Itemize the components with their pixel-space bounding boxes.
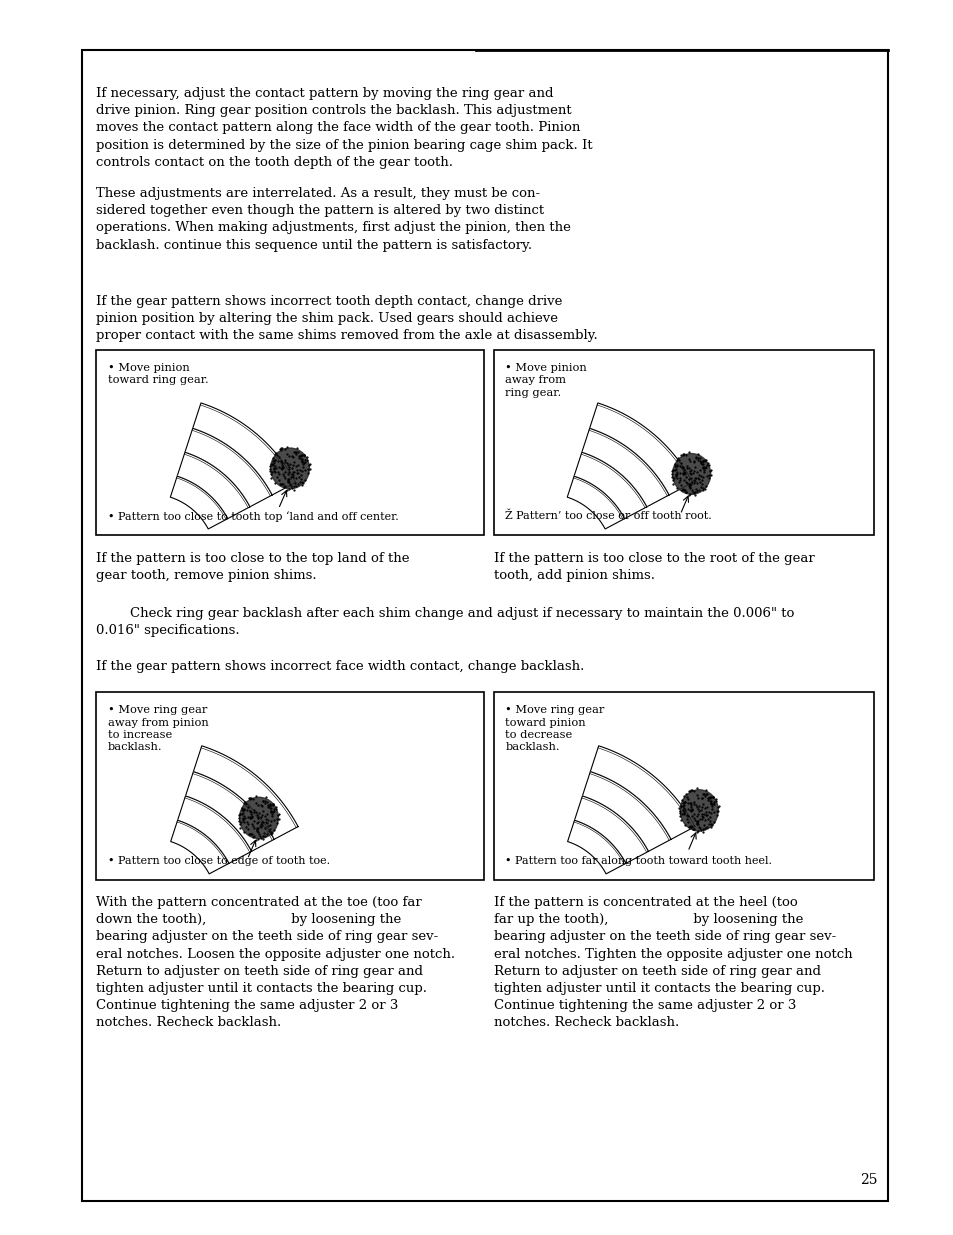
Polygon shape <box>567 477 624 529</box>
Polygon shape <box>171 820 229 874</box>
Ellipse shape <box>679 789 718 831</box>
Bar <box>96 692 483 881</box>
Bar <box>494 350 873 535</box>
Text: If the pattern is too close to the top land of the
gear tooth, remove pinion shi: If the pattern is too close to the top l… <box>96 552 409 582</box>
Text: • Pattern too close to tooth top ‘land and off center.: • Pattern too close to tooth top ‘land a… <box>108 511 398 521</box>
Text: If the gear pattern shows incorrect face width contact, change backlash.: If the gear pattern shows incorrect face… <box>96 659 584 673</box>
Polygon shape <box>574 795 648 863</box>
Ellipse shape <box>271 448 309 489</box>
Ellipse shape <box>672 453 710 494</box>
Text: These adjustments are interrelated. As a result, they must be con-
sidered toget: These adjustments are interrelated. As a… <box>96 186 570 252</box>
Text: • Move ring gear
away from pinion
to increase
backlash.: • Move ring gear away from pinion to inc… <box>108 705 208 752</box>
Polygon shape <box>567 820 625 874</box>
Ellipse shape <box>239 798 278 839</box>
Polygon shape <box>177 452 250 519</box>
Text: Ž Pattern’ too close or off tooth root.: Ž Pattern’ too close or off tooth root. <box>505 511 712 521</box>
Text: If the pattern is too close to the root of the gear
tooth, add pinion shims.: If the pattern is too close to the root … <box>494 552 814 582</box>
Bar <box>494 692 873 881</box>
Text: If the pattern is concentrated at the heel (too
far up the tooth),              : If the pattern is concentrated at the he… <box>494 897 852 1030</box>
Polygon shape <box>193 746 297 840</box>
Text: If necessary, adjust the contact pattern by moving the ring gear and
drive pinio: If necessary, adjust the contact pattern… <box>96 86 592 169</box>
Text: 25: 25 <box>860 1173 877 1187</box>
Text: With the pattern concentrated at the toe (too far
down the tooth),              : With the pattern concentrated at the toe… <box>96 897 455 1030</box>
Polygon shape <box>177 795 252 863</box>
Polygon shape <box>171 477 228 529</box>
Text: • Move pinion
toward ring gear.: • Move pinion toward ring gear. <box>108 363 208 385</box>
Text: • Move ring gear
toward pinion
to decrease
backlash.: • Move ring gear toward pinion to decrea… <box>505 705 604 752</box>
Polygon shape <box>589 403 692 495</box>
Polygon shape <box>581 772 670 851</box>
Polygon shape <box>574 452 646 519</box>
Polygon shape <box>581 429 668 506</box>
Text: • Pattern too close to edge of tooth toe.: • Pattern too close to edge of tooth toe… <box>108 856 330 866</box>
Bar <box>96 350 483 535</box>
Polygon shape <box>185 429 272 506</box>
Polygon shape <box>193 403 295 495</box>
Bar <box>82 49 887 1200</box>
Polygon shape <box>185 772 274 851</box>
Text: If the gear pattern shows incorrect tooth depth contact, change drive
pinion pos: If the gear pattern shows incorrect toot… <box>96 295 598 342</box>
Text: • Move pinion
away from
ring gear.: • Move pinion away from ring gear. <box>505 363 586 398</box>
Text: • Pattern too far along tooth toward tooth heel.: • Pattern too far along tooth toward too… <box>505 856 772 866</box>
Text: Check ring gear backlash after each shim change and adjust if necessary to maint: Check ring gear backlash after each shim… <box>96 606 794 637</box>
Polygon shape <box>590 746 695 840</box>
